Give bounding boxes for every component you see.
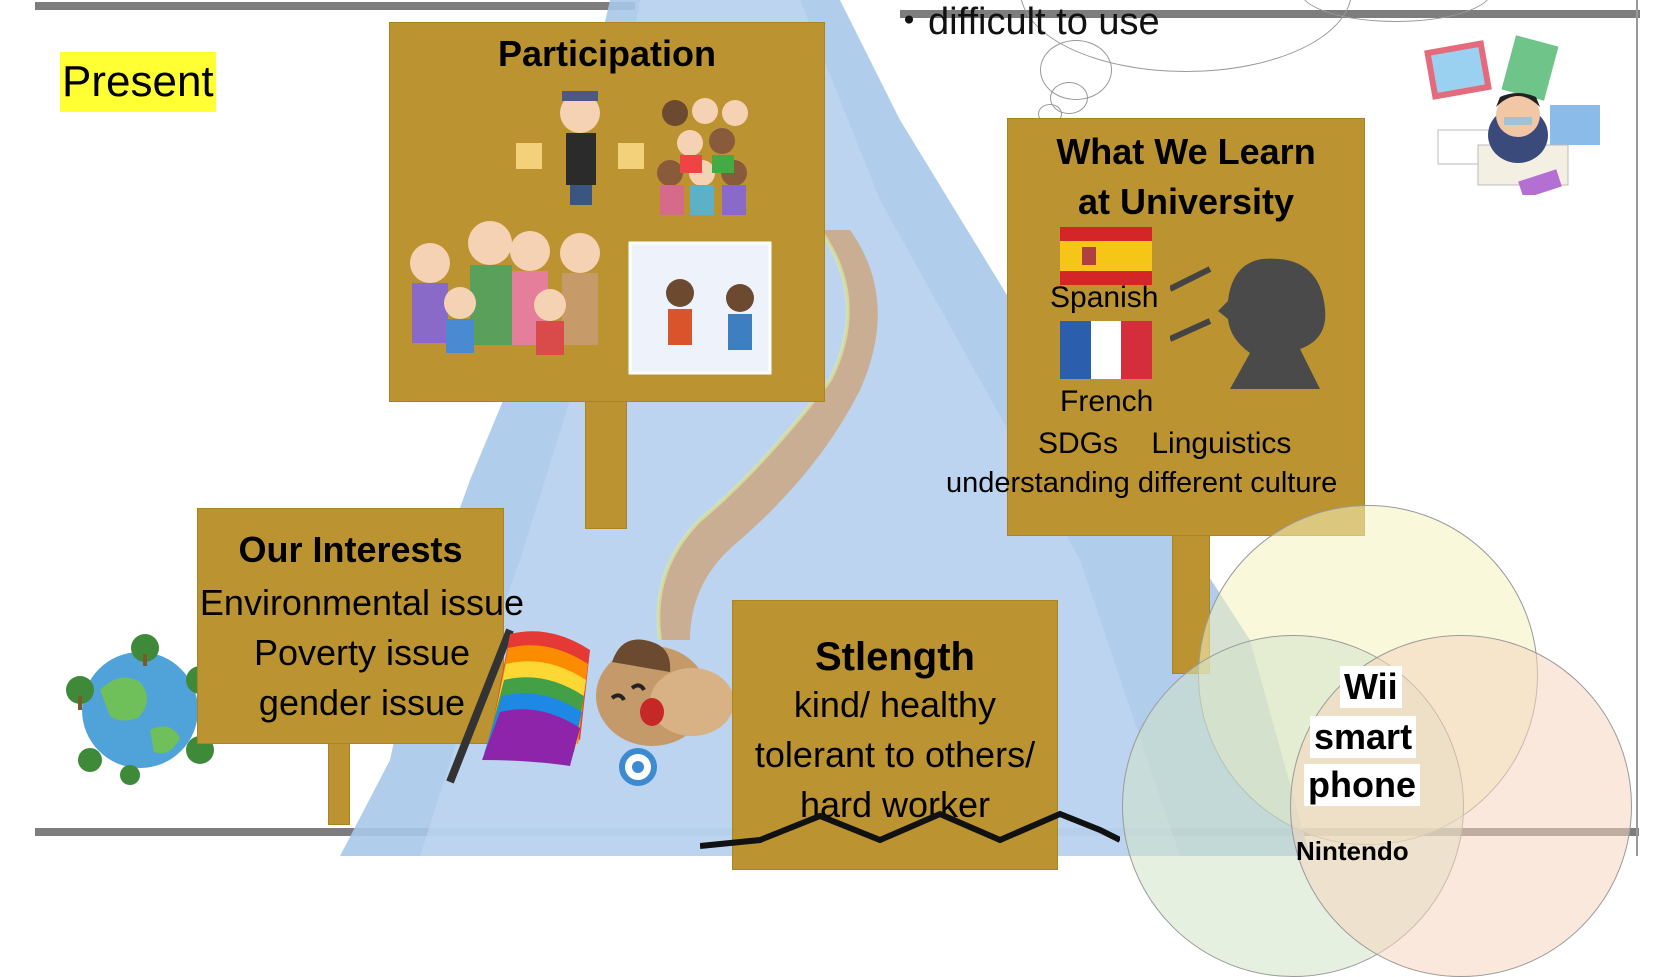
french-label: French [1060, 385, 1154, 418]
learn-title-line1: What We Learn [1056, 131, 1316, 172]
right-border [1636, 0, 1638, 856]
dog-mascot-icon [596, 639, 734, 786]
present-label: Present [60, 52, 216, 112]
stressed-student-icon [1424, 35, 1600, 195]
interest-item-gender: gender issue [258, 682, 466, 723]
venn-bottom-label: Nintendo [1296, 836, 1409, 866]
speaking-head-icon [1170, 258, 1326, 389]
participation-sign-post [585, 395, 627, 529]
top-rule-left [35, 2, 635, 10]
venn-center-line-1: Wii [1340, 666, 1402, 708]
spanish-label: Spanish [1050, 281, 1159, 314]
strength-line-1: kind/ healthy [793, 684, 997, 725]
interests-sign: Our Interests [197, 508, 504, 744]
earth-icon [66, 634, 214, 785]
people-illustration [410, 91, 772, 375]
interest-item-environment: Environmental issue [199, 582, 525, 623]
learn-topics: SDGs Linguistics [1038, 427, 1292, 460]
venn-center-line-2: smart [1310, 716, 1417, 758]
rainbow-flag-icon [446, 628, 590, 784]
learn-title-line2: at University [1077, 181, 1295, 222]
strength-sign: Stlength [732, 600, 1058, 870]
spanish-flag-icon [1060, 227, 1152, 285]
learn-culture: understanding different culture [946, 467, 1338, 499]
thought-bubble-medium [1050, 82, 1088, 114]
venn-center-line-3: phone [1304, 764, 1420, 806]
interest-item-poverty: Poverty issue [253, 632, 471, 673]
strength-title: Stlength [815, 635, 975, 679]
learn-sign: What We Learn at University Spanish Fren… [946, 118, 1365, 536]
french-flag-icon [1060, 321, 1152, 379]
strength-line-2: tolerant to others/ [754, 734, 1036, 775]
zigzag-line [700, 810, 1120, 849]
participation-sign: Participation [389, 22, 825, 402]
thought-text: ・difficult to use [890, 1, 1160, 43]
interests-sign-post [328, 735, 350, 825]
interests-title: Our Interests [238, 529, 463, 570]
participation-title: Participation [497, 33, 717, 74]
